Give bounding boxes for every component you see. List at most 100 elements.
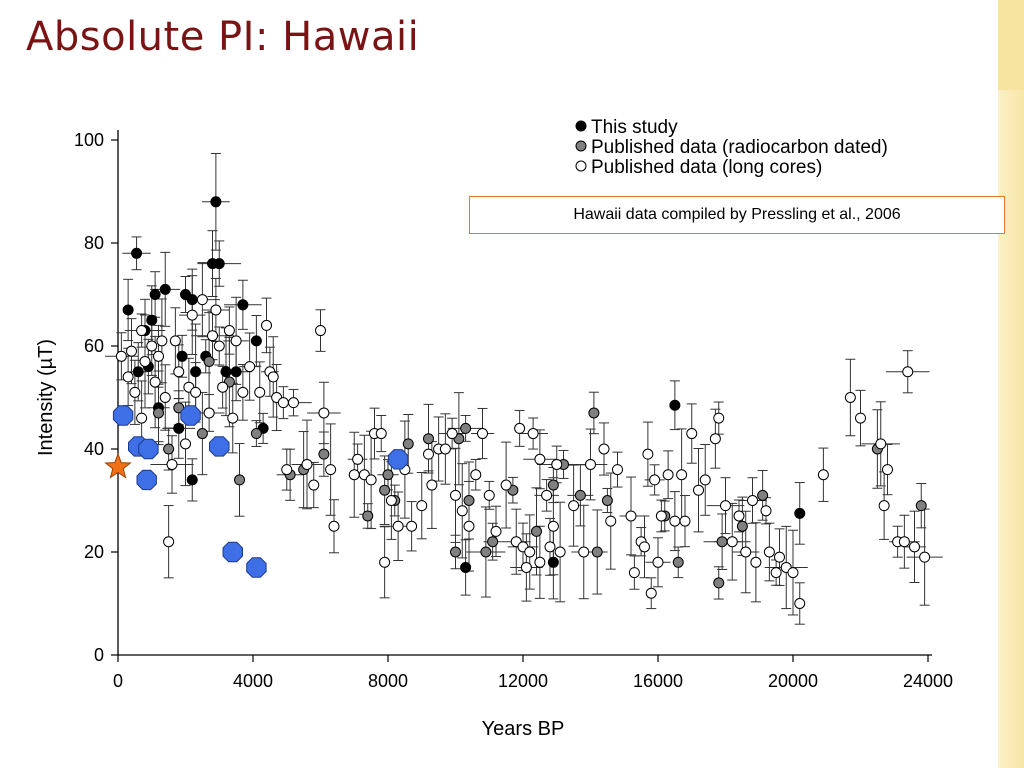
data-point-long-cores (520, 561, 532, 573)
data-point-long-cores (277, 397, 289, 409)
data-point-long-cores (679, 515, 691, 527)
chart-container: 0 4000 8000 12000 16000 20000 24000 0 20 40 60 80 10… (0, 90, 1006, 768)
data-point-long-cores (261, 319, 272, 331)
data-point-blue-octagon (136, 469, 157, 491)
data-point-long-cores (760, 505, 772, 517)
data-point-long-cores (267, 371, 279, 383)
data-point-this-study (186, 474, 198, 486)
data-point-long-cores (352, 453, 364, 465)
data-point-radiocarbon (450, 546, 461, 558)
data-point-long-cores (365, 474, 377, 486)
data-point-long-cores (190, 386, 202, 398)
data-point-long-cores (676, 469, 688, 481)
data-point-blue-octagon (138, 438, 159, 460)
data-point-long-cores (149, 376, 161, 388)
data-point-this-study (547, 556, 559, 568)
data-point-long-cores (787, 567, 799, 579)
data-point-long-cores (547, 520, 559, 532)
data-point-this-study (213, 258, 225, 270)
data-point-long-cores (500, 479, 512, 491)
data-point-long-cores (237, 386, 249, 398)
data-point-this-study (460, 561, 472, 573)
data-point-long-cores (328, 520, 340, 532)
data-point-long-cores (763, 546, 775, 558)
data-point-blue-octagon (180, 405, 201, 426)
data-point-long-cores (605, 515, 617, 527)
data-point-long-cores (774, 551, 785, 563)
decorative-right-stripe (998, 0, 1024, 768)
data-point-radiocarbon (460, 422, 472, 434)
x-tick-label: 16000 (633, 671, 683, 691)
data-point-long-cores (203, 407, 215, 419)
data-point-radiocarbon (379, 484, 391, 496)
legend-label: Published data (radiocarbon dated) (591, 137, 888, 158)
data-point-long-cores (686, 428, 698, 440)
scatter-chart: 0 4000 8000 12000 16000 20000 24000 0 20 40 60 80 10… (35, 117, 953, 740)
data-point-long-cores (477, 428, 488, 440)
data-point-long-cores (882, 464, 893, 476)
data-point-radiocarbon (547, 479, 559, 491)
data-point-long-cores (169, 335, 181, 347)
data-point-long-cores (379, 556, 391, 568)
data-point-this-study (132, 366, 144, 378)
data-point-long-cores (578, 546, 590, 558)
data-point-long-cores (196, 294, 208, 306)
data-point-long-cores (662, 469, 674, 481)
data-point-this-study (159, 283, 171, 295)
data-point-radiocarbon (757, 489, 769, 501)
data-point-long-cores (470, 469, 482, 481)
data-point-long-cores (227, 412, 239, 424)
data-point-radiocarbon (672, 556, 684, 568)
data-point-long-cores (213, 340, 225, 352)
data-point-long-cores (878, 500, 890, 512)
data-point-radiocarbon (531, 525, 542, 537)
data-point-long-cores (902, 366, 914, 378)
data-point-long-cores (844, 392, 856, 403)
data-point-radiocarbon (591, 546, 603, 558)
data-point-long-cores (288, 397, 299, 409)
data-point-long-cores (551, 458, 563, 470)
data-point-long-cores (416, 500, 428, 512)
data-point-long-cores (156, 335, 168, 347)
data-point-this-study (149, 289, 161, 300)
data-point-long-cores (770, 567, 782, 579)
data-point-long-cores (699, 474, 711, 486)
data-point-long-cores (173, 366, 185, 378)
data-point-radiocarbon (736, 520, 748, 532)
data-point-long-cores (527, 428, 539, 440)
data-point-long-cores (898, 536, 910, 548)
data-point-long-cores (159, 392, 171, 403)
data-point-long-cores (163, 536, 175, 548)
data-point-long-cores (146, 340, 158, 352)
data-point-long-cores (554, 546, 566, 558)
slide-title: Absolute PI: Hawaii (26, 14, 420, 60)
data-point-this-study (146, 314, 158, 326)
data-point-long-cores (655, 510, 667, 522)
data-point-long-cores (740, 546, 752, 558)
data-point-this-study (669, 399, 681, 411)
y-tick-label: 60 (84, 336, 104, 356)
data-point-long-cores (230, 335, 242, 347)
data-point-this-study (122, 304, 134, 316)
data-point-radiocarbon (203, 355, 215, 367)
y-tick-label: 0 (94, 645, 104, 665)
data-point-blue-octagon (222, 541, 243, 563)
data-point-long-cores (153, 350, 164, 362)
data-point-radiocarbon (153, 407, 164, 419)
data-point-long-cores (385, 495, 397, 506)
data-point-long-cores (166, 458, 178, 470)
data-point-this-study (230, 366, 242, 378)
data-point-radiocarbon (915, 500, 927, 512)
data-point-long-cores (713, 412, 725, 424)
y-tick-label: 40 (84, 439, 104, 459)
data-point-radiocarbon (173, 402, 185, 414)
data-point-radiocarbon (402, 438, 414, 450)
data-point-long-cores (669, 515, 681, 527)
data-point-long-cores (426, 479, 438, 491)
data-point-radiocarbon (588, 407, 600, 419)
data-point-long-cores (598, 443, 610, 455)
data-point-long-cores (720, 500, 731, 512)
data-point-long-cores (652, 556, 664, 568)
data-point-this-study (190, 366, 202, 378)
data-point-this-study (250, 335, 262, 347)
